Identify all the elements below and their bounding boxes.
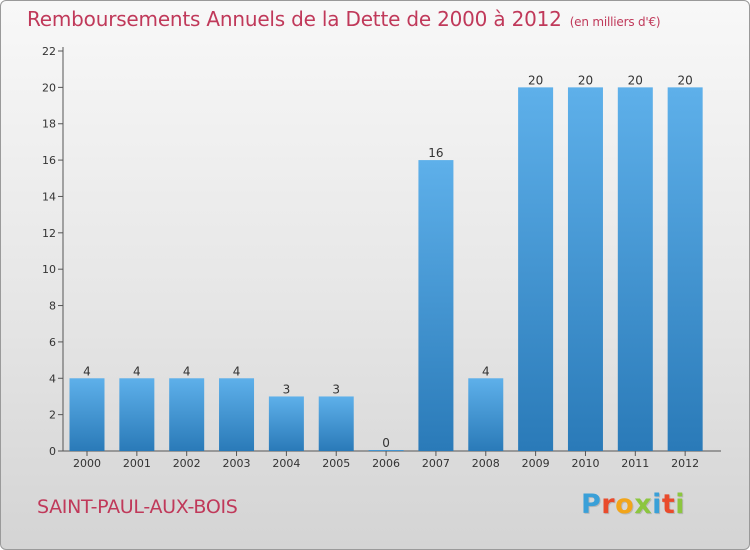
logo-letter: x [634,489,653,520]
x-axis: 2000 2001 2002 2003 2004 2005 2006 2007 2008 2009… [63,450,721,470]
bar-2004 [268,396,304,451]
y-tick-label: 4 [49,372,56,385]
x-tick-label: 2009 [522,457,550,470]
chart-title: Remboursements Annuels de la Dette de 20… [27,7,661,31]
data-label-2010: 20 [578,73,593,87]
y-tick-label: 10 [42,263,56,276]
y-tick-label: 6 [49,336,56,349]
y-tick-label: 0 [49,445,56,458]
logo-letter: t [661,489,676,520]
logo-letter: o [615,489,635,520]
y-tick-label: 12 [42,227,56,240]
data-label-2012: 20 [678,73,693,87]
bar-2001 [119,378,155,451]
data-label-2006: 0 [382,436,390,450]
logo-letter: r [601,489,616,520]
x-tick-label: 2010 [571,457,599,470]
data-label-2011: 20 [628,73,643,87]
bar-2012 [667,87,703,451]
data-label-2001: 4 [133,364,141,378]
chart-subtitle: (en milliers d'€) [569,15,661,29]
y-tick-label: 20 [42,81,56,94]
x-tick-label: 2007 [422,457,450,470]
town-name: SAINT-PAUL-AUX-BOIS [37,496,238,518]
bar-2000 [69,378,105,451]
logo-letter: i [652,489,662,520]
bar-2003 [219,378,255,451]
x-tick-label: 2003 [223,457,251,470]
x-tick-label: 2001 [123,457,151,470]
data-label-2007: 16 [428,146,443,160]
logo-letter: P [581,489,602,520]
x-tick-label: 2004 [272,457,300,470]
y-tick-label: 8 [49,300,56,313]
bar-2007 [418,160,454,451]
x-tick-label: 2011 [621,457,649,470]
x-tick-label: 2006 [372,457,400,470]
y-axis: 0 2 4 6 8 10 12 14 16 18 20 22 [42,45,64,458]
bar-2010 [567,87,603,451]
bars [69,87,703,451]
data-labels: 4 4 4 4 3 3 0 16 4 20 20 20 20 [83,73,693,450]
x-tick-label: 2002 [173,457,201,470]
bar-2002 [169,378,205,451]
data-label-2004: 3 [283,382,291,396]
y-tick-label: 14 [42,190,56,203]
x-tick-label: 2008 [472,457,500,470]
y-tick-label: 16 [42,154,56,167]
bar-2009 [518,87,554,451]
y-tick-label: 18 [42,118,56,131]
bar-2011 [617,87,653,451]
data-label-2003: 4 [233,364,241,378]
bar-2005 [318,396,354,451]
y-tick-label: 2 [49,409,56,422]
x-tick-label: 2012 [671,457,699,470]
logo-letter: i [675,489,686,520]
data-label-2008: 4 [482,364,490,378]
y-tick-label: 22 [42,45,56,58]
proxiti-logo[interactable]: Proxiti [581,489,685,520]
x-tick-label: 2000 [73,457,101,470]
data-label-2002: 4 [183,364,191,378]
data-label-2005: 3 [332,382,340,396]
data-label-2000: 4 [83,364,91,378]
data-label-2009: 20 [528,73,543,87]
bar-2006 [368,450,404,451]
bar-2008 [468,378,504,451]
x-tick-label: 2005 [322,457,350,470]
